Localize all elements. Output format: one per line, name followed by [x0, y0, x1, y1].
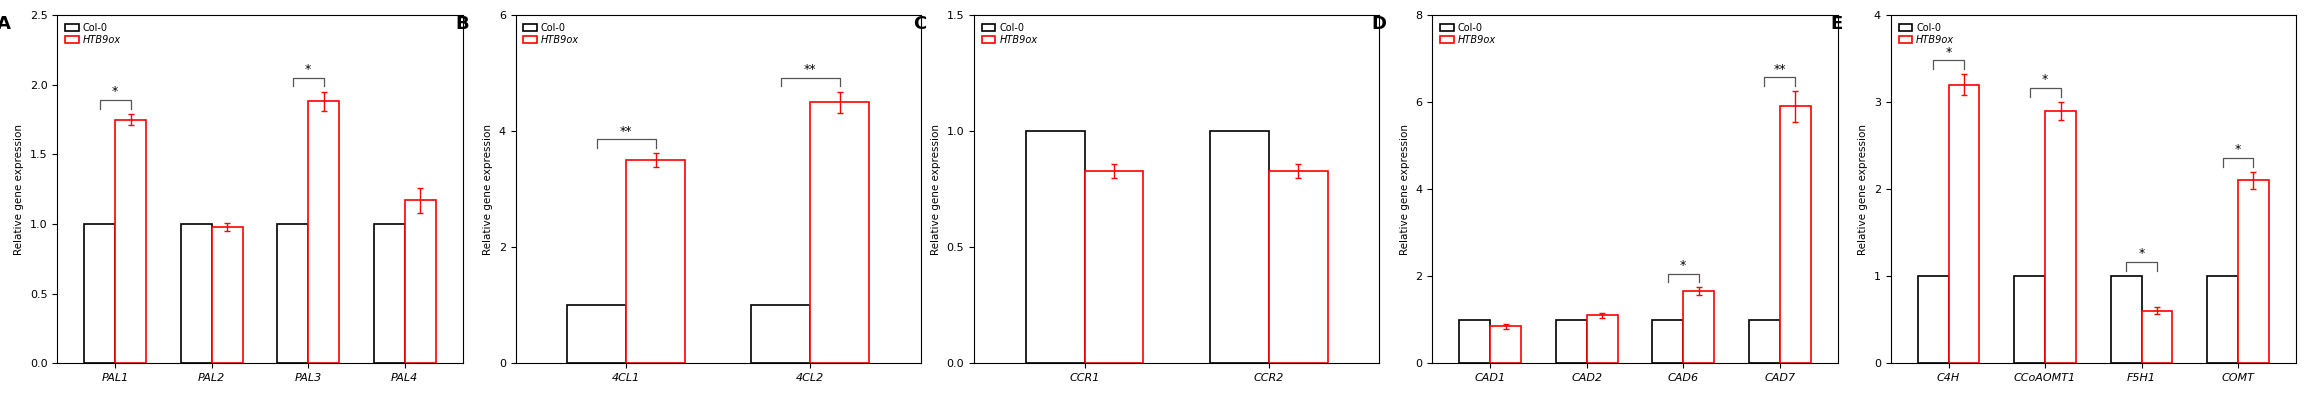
Bar: [752, 305, 810, 363]
Bar: [277, 224, 309, 363]
Bar: [374, 224, 404, 363]
Bar: [309, 101, 339, 363]
Bar: [85, 224, 115, 363]
Text: D: D: [1373, 15, 1387, 33]
Y-axis label: Relative gene expression: Relative gene expression: [932, 124, 941, 255]
Text: *: *: [2139, 247, 2146, 260]
Y-axis label: Relative gene expression: Relative gene expression: [1400, 124, 1410, 255]
Text: **: **: [1774, 63, 1786, 76]
Text: *: *: [1679, 259, 1686, 272]
Text: B: B: [454, 15, 468, 33]
Bar: [2111, 276, 2141, 363]
Bar: [1779, 106, 1811, 363]
Bar: [1684, 292, 1714, 363]
Bar: [1490, 326, 1520, 363]
Bar: [2238, 180, 2268, 363]
Bar: [2141, 311, 2173, 363]
Bar: [1027, 131, 1084, 363]
Bar: [404, 200, 436, 363]
Bar: [1749, 320, 1779, 363]
Text: **: **: [621, 125, 632, 138]
Bar: [115, 119, 145, 363]
Text: E: E: [1829, 15, 1843, 33]
Bar: [2014, 276, 2044, 363]
Bar: [568, 305, 625, 363]
Text: *: *: [1945, 46, 1952, 59]
Bar: [1949, 85, 1979, 363]
Text: *: *: [2042, 73, 2049, 86]
Text: *: *: [113, 85, 118, 98]
Bar: [1084, 171, 1144, 363]
Bar: [2044, 111, 2076, 363]
Y-axis label: Relative gene expression: Relative gene expression: [1859, 124, 1869, 255]
Bar: [1555, 320, 1587, 363]
Legend: Col-0, HTB9ox: Col-0, HTB9ox: [978, 20, 1040, 48]
Bar: [212, 227, 242, 363]
Bar: [1460, 320, 1490, 363]
Bar: [1209, 131, 1269, 363]
Text: *: *: [2235, 143, 2240, 156]
Text: A: A: [0, 15, 12, 33]
Y-axis label: Relative gene expression: Relative gene expression: [482, 124, 494, 255]
Legend: Col-0, HTB9ox: Col-0, HTB9ox: [521, 20, 581, 48]
Legend: Col-0, HTB9ox: Col-0, HTB9ox: [62, 20, 125, 48]
Bar: [180, 224, 212, 363]
Bar: [810, 102, 870, 363]
Text: **: **: [805, 63, 817, 76]
Bar: [1269, 171, 1327, 363]
Bar: [1587, 315, 1617, 363]
Text: *: *: [305, 63, 311, 76]
Bar: [1917, 276, 1949, 363]
Bar: [1652, 320, 1684, 363]
Y-axis label: Relative gene expression: Relative gene expression: [14, 124, 25, 255]
Text: C: C: [914, 15, 927, 33]
Legend: Col-0, HTB9ox: Col-0, HTB9ox: [1437, 20, 1500, 48]
Bar: [2208, 276, 2238, 363]
Legend: Col-0, HTB9ox: Col-0, HTB9ox: [1896, 20, 1956, 48]
Bar: [625, 160, 685, 363]
